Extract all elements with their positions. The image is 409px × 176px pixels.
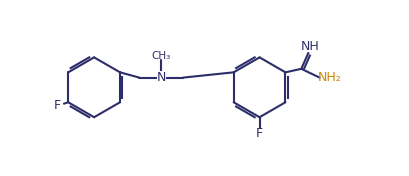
Text: NH₂: NH₂ — [317, 71, 341, 84]
Text: N: N — [156, 71, 166, 84]
Text: NH: NH — [300, 40, 319, 53]
Text: F: F — [54, 99, 61, 112]
Text: F: F — [255, 127, 263, 140]
Text: CH₃: CH₃ — [151, 51, 170, 61]
